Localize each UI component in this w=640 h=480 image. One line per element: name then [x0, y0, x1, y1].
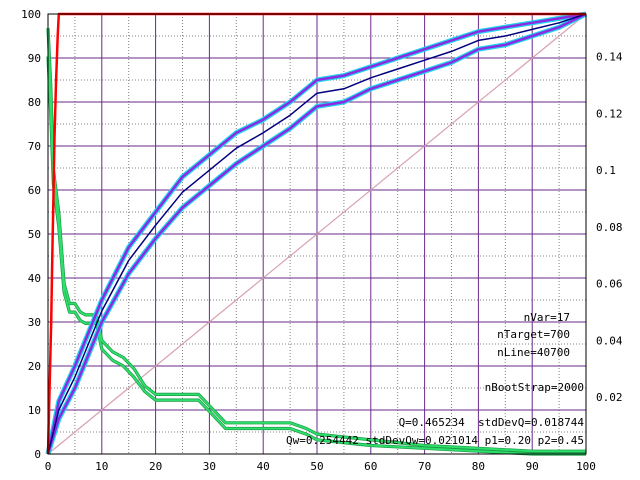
- annotation-q: Q=0.465234 stdDevQ=0.018744: [399, 416, 585, 429]
- y2-tick-label: 0.04: [596, 334, 623, 347]
- gain-upper-band: [46, 12, 587, 455]
- x-tick-label: 40: [257, 460, 270, 473]
- y-tick-label: 90: [28, 52, 41, 65]
- x-tick-label: 60: [364, 460, 377, 473]
- y2-tick-label: 0.08: [596, 221, 623, 234]
- x-tick-label: 70: [418, 460, 431, 473]
- y-tick-label: 100: [21, 8, 41, 21]
- plot-frame: [47, 13, 587, 455]
- y-tick-label: 10: [28, 404, 41, 417]
- y2-tick-label: 0.12: [596, 107, 623, 120]
- red-curve: [46, 12, 586, 455]
- x-tick-label: 20: [149, 460, 162, 473]
- green-curve-lower: [47, 56, 586, 455]
- y2-tick-label: 0.06: [596, 278, 623, 291]
- x-tick-label: 90: [526, 460, 539, 473]
- y-tick-label: 40: [28, 272, 41, 285]
- y-tick-label: 30: [28, 316, 41, 329]
- y-tick-label: 60: [28, 184, 41, 197]
- annotation-nbootstrap: nBootStrap=2000: [485, 381, 584, 394]
- y2-tick-label: 0.14: [596, 51, 623, 64]
- x-tick-label: 30: [203, 460, 216, 473]
- annotation-nline: nLine=40700: [497, 346, 570, 359]
- y-tick-label: 50: [28, 228, 41, 241]
- x-tick-label: 80: [472, 460, 485, 473]
- x-tick-label: 50: [310, 460, 323, 473]
- green-curve-upper: [47, 28, 586, 453]
- y-tick-label: 70: [28, 140, 41, 153]
- gain-lower-band: [46, 12, 587, 455]
- x-tick-label: 100: [576, 460, 596, 473]
- series-group: [45, 11, 588, 456]
- annotation-nvar: nVar=17: [524, 311, 570, 324]
- y-tick-label: 0: [34, 448, 41, 461]
- x-tick-label: 10: [95, 460, 108, 473]
- y2-tick-label: 0.02: [596, 391, 623, 404]
- y-tick-label: 80: [28, 96, 41, 109]
- annotation-qw: Qw=0.254442 stdDevQw=0.021014 p1=0.20 p2…: [286, 434, 584, 447]
- annotation-ntarget: nTarget=700: [497, 328, 570, 341]
- x-tick-label: 0: [45, 460, 52, 473]
- tick-labels: 0 10 20 30 40 50 60 70 80 90 100 0 10 20 30 40 50 60 70 80 9…: [21, 8, 623, 473]
- y-tick-label: 20: [28, 360, 41, 373]
- y2-tick-label: 0.1: [596, 164, 616, 177]
- gain-center-line: [47, 13, 587, 455]
